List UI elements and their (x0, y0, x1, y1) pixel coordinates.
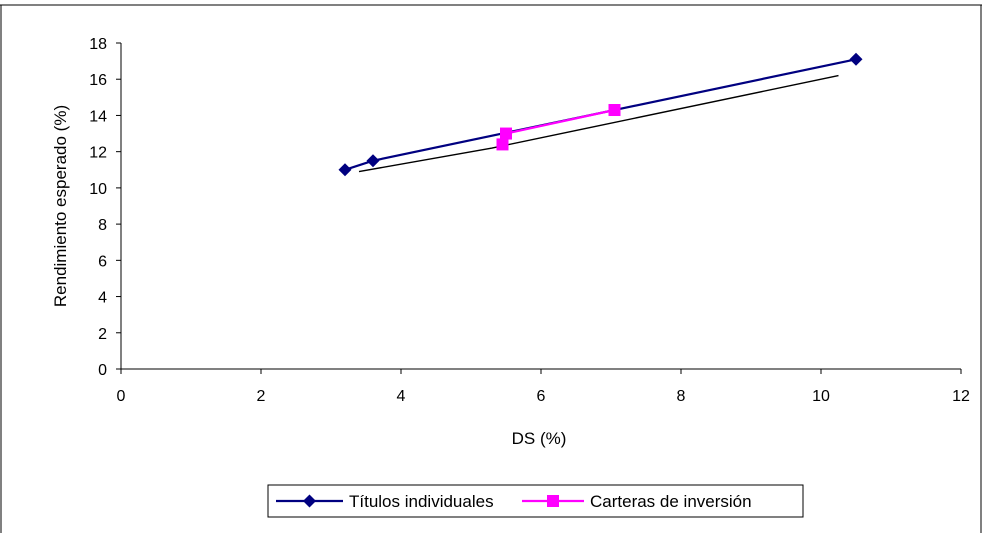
x-axis-title: DS (%) (512, 429, 567, 448)
legend-label-carteras: Carteras de inversión (590, 492, 752, 511)
series-line-0 (344, 58, 857, 171)
data-point-square (500, 127, 512, 140)
legend-marker-square (547, 495, 559, 507)
series-layer (338, 52, 863, 177)
y-tick-label: 4 (98, 290, 107, 307)
x-tick-label: 8 (677, 388, 686, 405)
axes: 0 2 4 6 8 10 12 14 16 18 0 2 4 6 8 10 12 (89, 36, 970, 405)
reference-line (358, 74, 839, 173)
data-point-diamond (366, 154, 380, 168)
x-tick-label: 4 (397, 388, 406, 405)
x-tick-label: 6 (537, 388, 546, 405)
y-tick-label: 16 (89, 72, 107, 89)
legend-marker-diamond (303, 494, 316, 508)
y-tick-label: 10 (89, 181, 107, 198)
y-axis-title: Rendimiento esperado (%) (51, 105, 70, 307)
data-point-diamond (849, 52, 863, 66)
x-tick-label: 0 (117, 388, 126, 405)
y-tick-label: 6 (98, 253, 107, 270)
series-line-1 (501, 108, 615, 145)
legend: Títulos individuales Carteras de inversi… (267, 484, 804, 518)
x-tick-label: 2 (257, 388, 266, 405)
y-tick-label: 8 (98, 217, 107, 234)
y-tick-label: 12 (89, 145, 107, 162)
data-point-square (496, 138, 509, 151)
y-tick-label: 14 (89, 108, 107, 125)
y-tick-label: 0 (98, 362, 107, 379)
x-tick-label: 12 (952, 388, 970, 405)
y-tick-label: 2 (98, 326, 107, 343)
data-point-diamond (338, 163, 352, 177)
x-tick-label: 10 (812, 388, 830, 405)
data-point-square (608, 104, 621, 117)
y-tick-label: 18 (89, 36, 107, 53)
legend-label-titulos: Títulos individuales (349, 492, 494, 511)
